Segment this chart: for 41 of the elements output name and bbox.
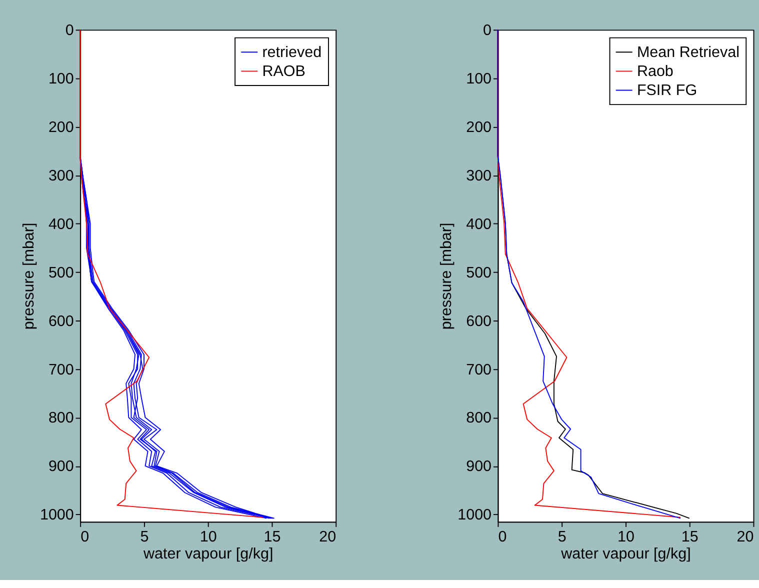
x-axis-title: water vapour [g/kg] bbox=[142, 545, 274, 562]
x-tick-label: 20 bbox=[736, 528, 754, 546]
y-tick-label: 200 bbox=[48, 118, 74, 136]
x-axis-title: water vapour [g/kg] bbox=[560, 545, 691, 562]
x-tick-label: 10 bbox=[200, 528, 217, 546]
y-tick-label: 100 bbox=[48, 70, 74, 88]
y-tick-label: 700 bbox=[48, 361, 74, 378]
y-tick-label: 600 bbox=[48, 312, 74, 330]
y-tick-label: 200 bbox=[466, 118, 492, 136]
y-axis-title: pressure [mbar] bbox=[20, 222, 38, 330]
x-tick-label: 15 bbox=[681, 528, 698, 546]
y-axis-title: pressure [mbar] bbox=[438, 222, 455, 330]
x-tick-label: 20 bbox=[319, 528, 336, 546]
y-tick-label: 300 bbox=[466, 167, 492, 184]
legend-label: Raob bbox=[636, 62, 674, 80]
y-tick-label: 400 bbox=[466, 216, 492, 233]
y-tick-label: 300 bbox=[48, 167, 74, 184]
x-tick-label: 5 bbox=[558, 528, 566, 546]
y-tick-label: 500 bbox=[48, 264, 74, 282]
legend-label: retrieved bbox=[262, 44, 322, 61]
y-tick-label: 600 bbox=[466, 312, 492, 330]
legend-label: RAOB bbox=[262, 62, 306, 80]
y-tick-label: 700 bbox=[466, 361, 492, 378]
x-tick-label: 15 bbox=[264, 528, 281, 546]
x-tick-label: 0 bbox=[80, 528, 90, 546]
y-tick-label: 400 bbox=[48, 216, 74, 233]
y-tick-label: 1000 bbox=[40, 506, 74, 524]
x-tick-label: 10 bbox=[618, 528, 634, 546]
y-tick-label: 800 bbox=[466, 410, 492, 427]
y-tick-label: 1000 bbox=[458, 506, 492, 524]
y-tick-label: 100 bbox=[466, 70, 492, 88]
y-tick-label: 900 bbox=[48, 458, 74, 476]
y-tick-label: 800 bbox=[48, 410, 74, 427]
legend-label: Mean Retrieval bbox=[636, 44, 740, 61]
y-tick-label: 900 bbox=[466, 458, 492, 476]
x-tick-label: 0 bbox=[498, 528, 507, 546]
y-tick-label: 0 bbox=[483, 22, 492, 39]
y-tick-label: 500 bbox=[466, 264, 492, 282]
y-tick-label: 0 bbox=[65, 22, 74, 39]
legend-label: FSIR FG bbox=[636, 82, 698, 100]
x-tick-label: 5 bbox=[140, 528, 149, 546]
